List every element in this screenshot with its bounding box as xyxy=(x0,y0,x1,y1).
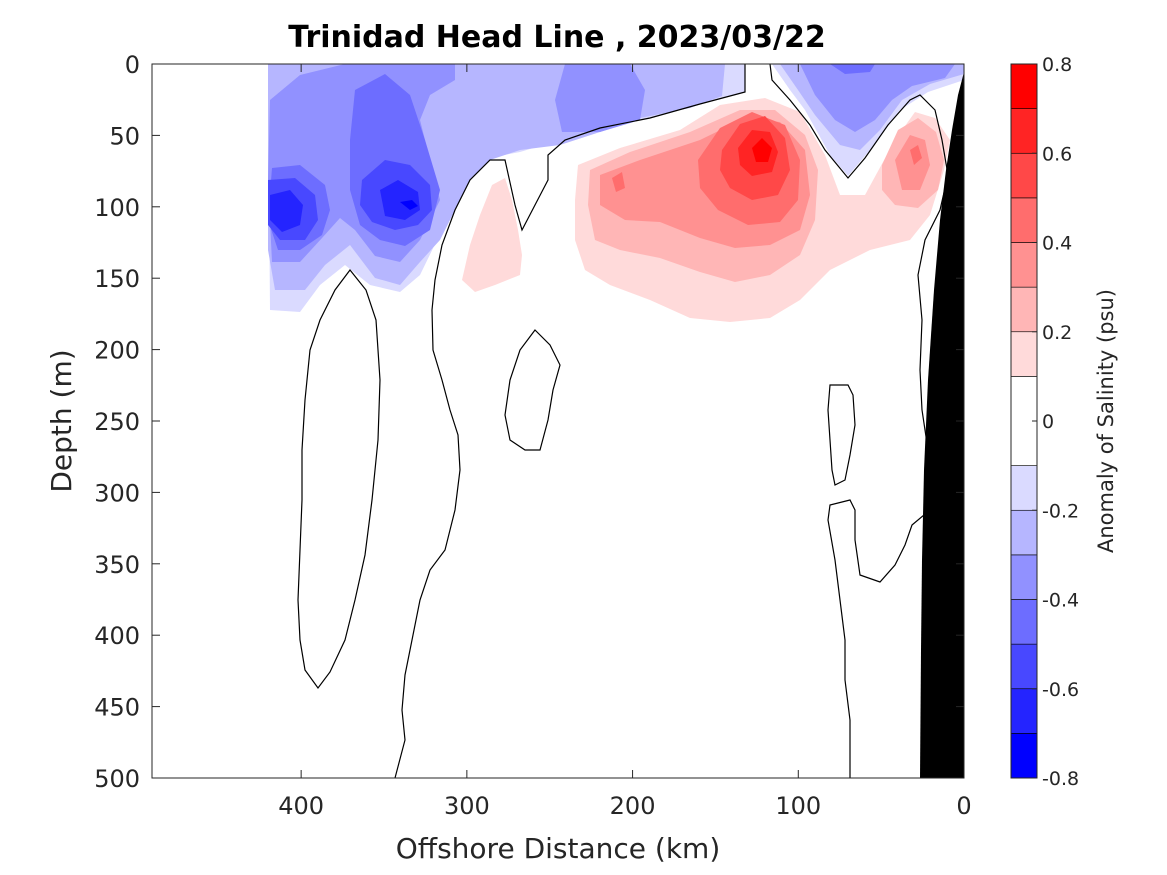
bathymetry-land xyxy=(920,72,964,778)
colorbar-segment xyxy=(1010,331,1038,377)
colorbar-tick-label: 0.4 xyxy=(1042,233,1072,255)
y-tick-label: 0 xyxy=(125,51,140,79)
zero-contour-east xyxy=(769,64,949,778)
x-tick-label: 400 xyxy=(278,792,324,820)
x-tick-label: 300 xyxy=(444,792,490,820)
anomaly-band-neg-0.3-east xyxy=(800,64,955,132)
colorbar-segment xyxy=(1010,63,1038,109)
colorbar-segment xyxy=(1010,509,1038,556)
colorbar-segment xyxy=(1010,465,1038,511)
colorbar-label: Anomaly of Salinity (psu) xyxy=(1094,289,1118,553)
colorbar-segment xyxy=(1010,242,1038,288)
y-axis-ticks: 0 50 100 150 200 250 300 350 400 450 500 xyxy=(94,51,964,793)
colorbar-segment xyxy=(1010,108,1038,154)
colorbar-segment xyxy=(1010,599,1038,645)
y-tick-label: 200 xyxy=(94,337,140,365)
colorbar-segment xyxy=(1010,688,1038,734)
x-tick-label: 100 xyxy=(775,792,821,820)
y-tick-label: 250 xyxy=(94,408,140,436)
contour-field xyxy=(268,64,964,322)
colorbar-segment xyxy=(1010,643,1038,690)
y-tick-label: 50 xyxy=(109,122,140,150)
colorbar-segment xyxy=(1010,733,1038,779)
colorbar-tick-label: -0.6 xyxy=(1042,679,1079,701)
anomaly-band-pos-0.1-west xyxy=(462,178,522,292)
x-axis-ticks: 400 300 200 100 0 xyxy=(278,64,972,820)
y-tick-label: 450 xyxy=(94,694,140,722)
anomaly-band-neg-0.4-east xyxy=(830,64,875,74)
zero-contour-main xyxy=(394,64,746,778)
anomaly-band-pos-0.7 xyxy=(752,138,772,162)
colorbar-tick-label: 0.2 xyxy=(1042,322,1072,344)
anomaly-band-neg-0.3-mid xyxy=(555,64,645,132)
y-tick-label: 300 xyxy=(94,479,140,507)
colorbar-tick-label: -0.8 xyxy=(1042,768,1079,790)
y-tick-label: 150 xyxy=(94,265,140,293)
y-tick-label: 400 xyxy=(94,622,140,650)
zero-contour-west-closed xyxy=(297,269,381,690)
chart-title: Trinidad Head Line , 2023/03/22 xyxy=(288,20,825,55)
colorbar-segment xyxy=(1010,197,1038,243)
colorbar-tick-label: 0 xyxy=(1042,411,1054,433)
colorbar-segment xyxy=(1010,554,1038,600)
y-tick-label: 100 xyxy=(94,194,140,222)
colorbar-segment xyxy=(1010,152,1038,199)
x-tick-label: 0 xyxy=(956,792,971,820)
anomaly-band-neg-0.7 xyxy=(400,200,418,210)
colorbar-tick-label: 0.6 xyxy=(1042,143,1072,165)
colorbar-tick-label: 0.8 xyxy=(1042,54,1072,76)
y-tick-label: 350 xyxy=(94,551,140,579)
zero-contour-east-closed xyxy=(827,384,856,486)
anomaly-band-neg-0.6 xyxy=(270,190,303,232)
anomaly-band-pos-0.4-west xyxy=(612,172,625,192)
y-tick-label: 500 xyxy=(94,765,140,793)
colorbar: -0.8 -0.6 -0.4 -0.2 0 0.2 0.4 0.6 0.8 xyxy=(1010,54,1079,790)
colorbar-tick-label: -0.4 xyxy=(1042,590,1079,612)
x-tick-label: 200 xyxy=(610,792,656,820)
anomaly-band-pos-0.4-east xyxy=(910,145,922,165)
y-axis-label: Depth (m) xyxy=(45,349,78,492)
colorbar-segment xyxy=(1010,286,1038,333)
x-axis-label: Offshore Distance (km) xyxy=(396,832,721,865)
zero-contour-lines xyxy=(297,64,949,778)
zero-contour-mid-closed xyxy=(504,329,561,451)
colorbar-tick-label: -0.2 xyxy=(1042,500,1079,522)
anomaly-band-pos-0.3-east xyxy=(895,135,930,190)
